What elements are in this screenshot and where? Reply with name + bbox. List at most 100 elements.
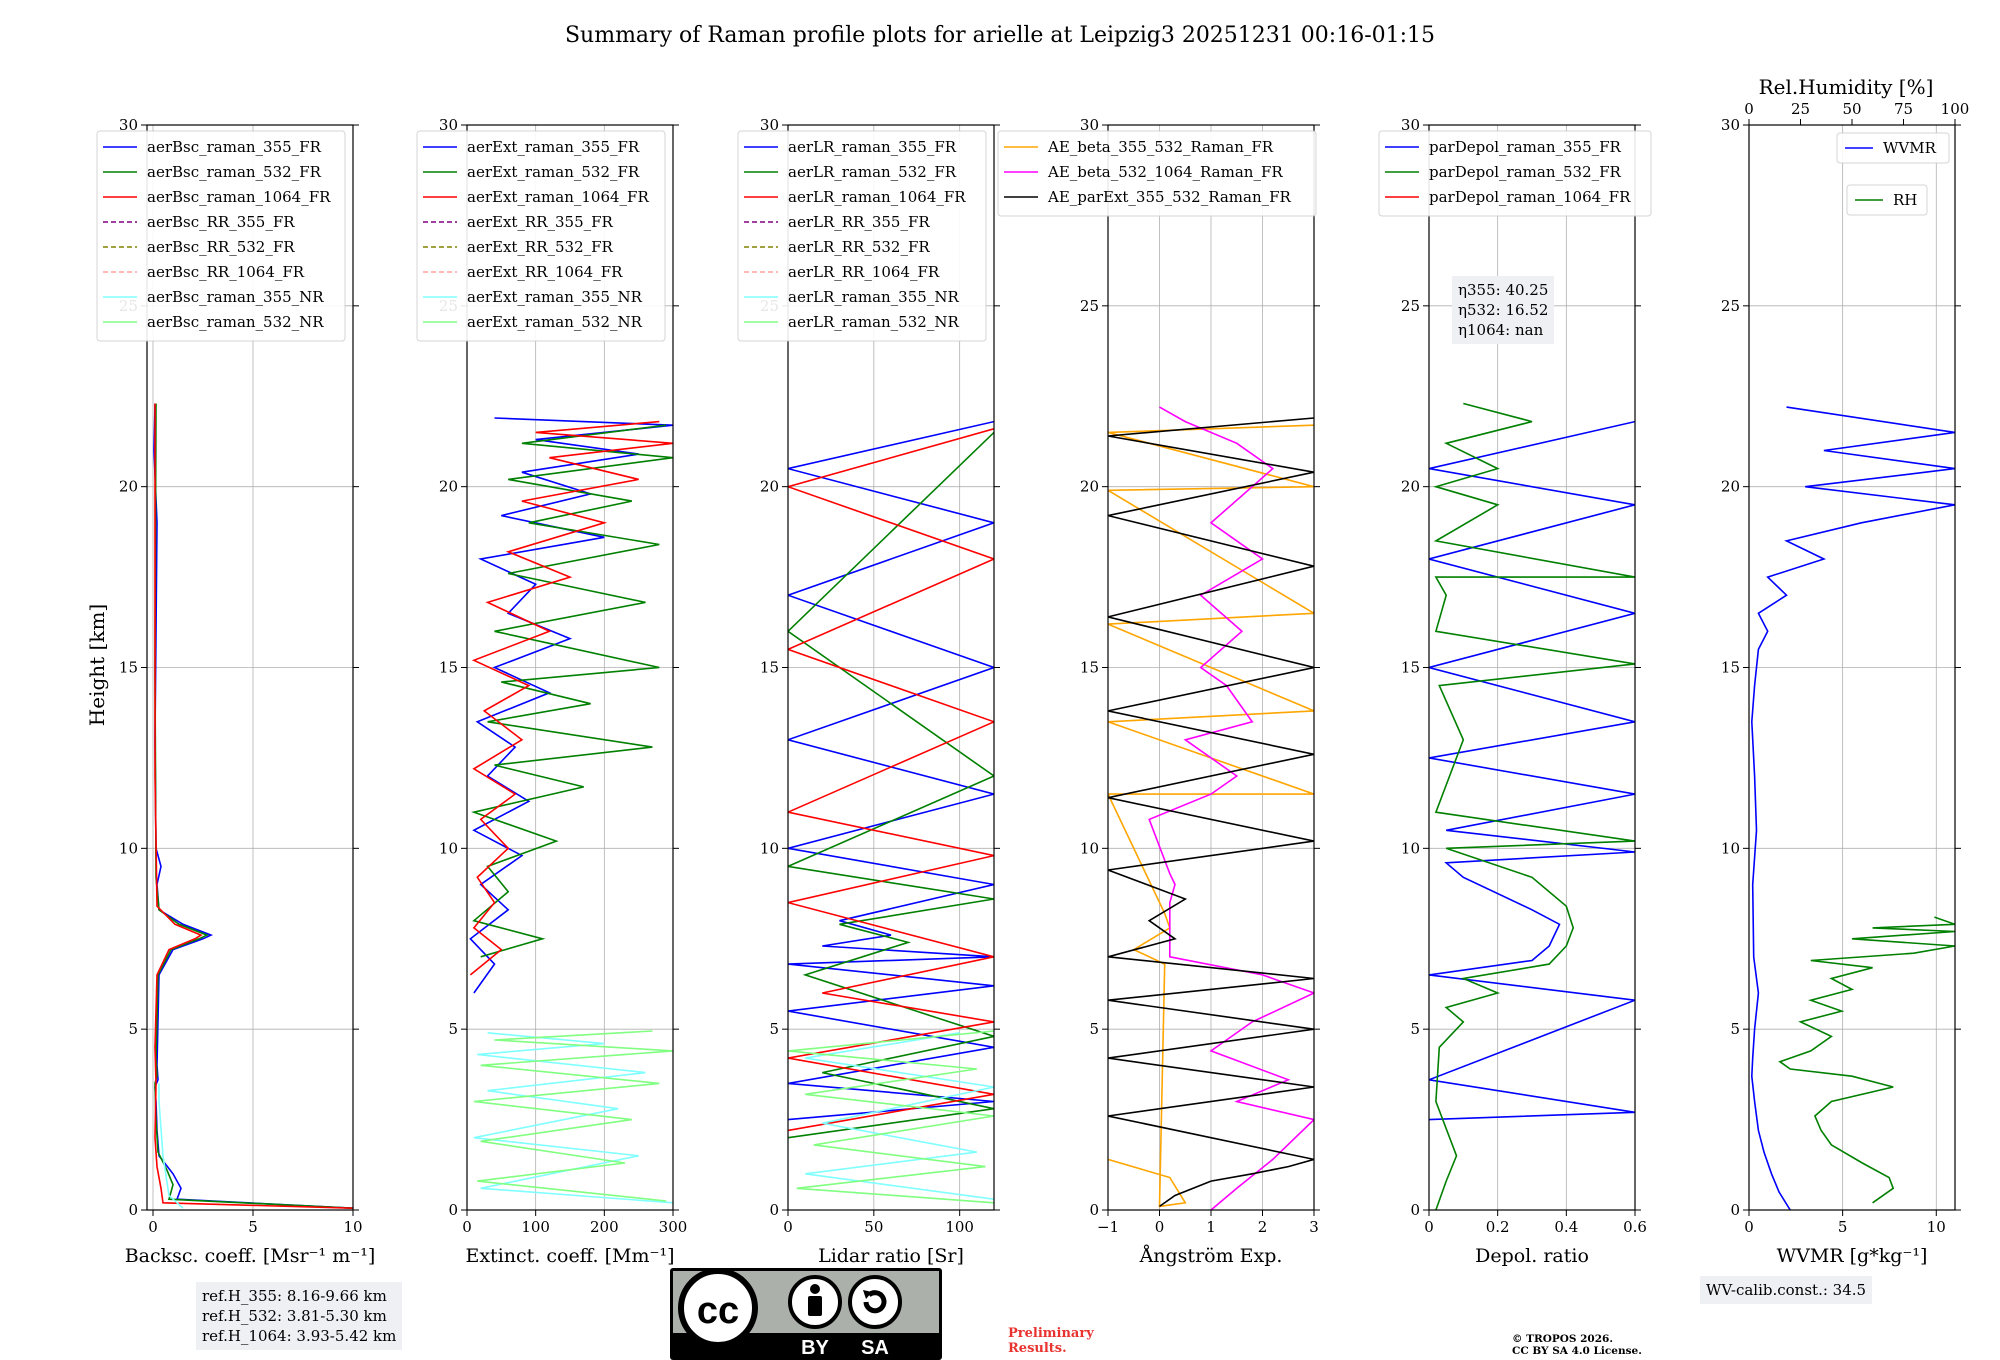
rh-tick-label: 50 [1842,100,1861,118]
x-tick-label: 5 [1838,1218,1848,1236]
ref-height-532: ref.H_532: 3.81-5.30 km [202,1307,387,1325]
legend-label: aerLR_raman_355_FR [788,138,957,156]
legend-label: aerBsc_RR_1064_FR [147,263,305,281]
legend-label: RH [1893,191,1917,209]
preliminary-note: Preliminary Results. [1008,1326,1094,1356]
ref-height-note: ref.H_355: 8.16-9.66 km ref.H_532: 3.81-… [196,1282,403,1350]
legend-label: aerLR_raman_532_FR [788,163,957,181]
y-tick-label: 15 [760,659,779,677]
ref-height-355: ref.H_355: 8.16-9.66 km [202,1287,387,1305]
legend-box [737,130,987,342]
preliminary-line-1: Preliminary [1008,1326,1094,1341]
x-tick-label: 3 [1309,1218,1319,1236]
legend-label: parDepol_raman_1064_FR [1429,188,1631,206]
x-tick-label: 10 [1927,1218,1946,1236]
legend-label: aerBsc_RR_532_FR [147,238,295,256]
y-tick-label: 30 [760,116,779,134]
copyright-note: © TROPOS 2026. CC BY SA 4.0 License. [1512,1333,1642,1357]
x-tick-label: 0 [148,1218,158,1236]
y-tick-label: 30 [1080,116,1099,134]
x-tick-label: 2 [1258,1218,1268,1236]
series-aerExt_raman_532_NR [473,1030,673,1202]
y-tick-label: 30 [439,116,458,134]
legend-label: aerLR_raman_355_NR [788,288,959,306]
series-aerBsc_raman_532_FR [154,403,353,1209]
cc-license-badge: cc BY SA [670,1268,942,1360]
x-tick-label: 5 [248,1218,258,1236]
y-tick-label: 0 [1089,1201,1099,1219]
figure-title: Summary of Raman profile plots for ariel… [565,23,1435,48]
series-WVMR [1750,406,1955,1210]
x-tick-label: 200 [590,1218,619,1236]
legend-label: aerLR_raman_1064_FR [788,188,966,206]
legend-label: AE_beta_532_1064_Raman_FR [1047,163,1283,181]
legend-label: aerBsc_raman_532_NR [147,313,324,331]
legend-box [1846,184,1928,216]
x-tick-label: 10 [343,1218,362,1236]
legend-label: aerExt_raman_1064_FR [467,188,649,206]
panel-lr: 050100051015202530Lidar ratio [Sr]aerLR_… [737,116,1000,1267]
legend-label: aerBsc_raman_532_FR [147,163,322,181]
x-tick-label: 100 [521,1218,550,1236]
legend-label: parDepol_raman_355_FR [1429,138,1622,156]
series-group [1429,402,1635,1210]
y-tick-label: 10 [439,839,458,857]
x-axis-label: WVMR [g*kg⁻¹] [1777,1245,1928,1267]
y-tick-label: 20 [119,478,138,496]
x-tick-label: 50 [864,1218,883,1236]
series-AE_parExt_355_532_Raman_FR [1108,417,1314,1208]
y-tick-label: 15 [1080,659,1099,677]
series-aerExt_raman_532_FR [471,424,673,958]
legend-label: aerExt_RR_1064_FR [467,263,623,281]
x-axis-label: Lidar ratio [Sr] [818,1245,964,1267]
cc-icon [678,1268,758,1348]
legend-label: aerBsc_raman_1064_FR [147,188,331,206]
rh-axis-label: Rel.Humidity [%] [1759,75,1934,99]
legend-label: parDepol_raman_532_FR [1429,163,1622,181]
y-tick-label: 5 [128,1020,138,1038]
series-aerLR_raman_355_FR [788,420,994,1121]
rh-tick-label: 25 [1791,100,1810,118]
series-group [1108,406,1314,1210]
legend-label: aerBsc_raman_355_NR [147,288,324,306]
sa-text: SA [861,1337,889,1359]
y-tick-label: 10 [760,839,779,857]
series-parDepol_raman_355_FR [1429,420,1635,1121]
legend-label: aerExt_RR_355_FR [467,213,614,231]
series-group [469,417,673,1204]
series-aerBsc_raman_355_FR [153,403,353,1209]
preliminary-line-2: Results. [1008,1341,1067,1356]
eta-note: η355: 40.25 η532: 16.52 η1064: nan [1452,276,1555,344]
legend-label: aerBsc_RR_355_FR [147,213,295,231]
series-AE_beta_532_1064_Raman_FR [1148,406,1314,1210]
y-tick-label: 0 [448,1201,458,1219]
y-tick-label: 30 [1401,116,1420,134]
x-tick-label: 0 [1155,1218,1165,1236]
x-tick-label: 0.2 [1486,1218,1510,1236]
y-tick-label: 20 [1401,478,1420,496]
wv-calib-note: WV-calib.const.: 34.5 [1700,1276,1873,1304]
y-tick-label: 20 [439,478,458,496]
y-tick-label: 0 [128,1201,138,1219]
legend-label: aerExt_raman_532_FR [467,163,640,181]
panel-dep: 0 0.2 0.4 0.6 0 5 10 15 20 25 30 Depol. ratio parDep… [1378,116,1652,1267]
y-tick-label: 20 [1080,478,1099,496]
y-tick-label: 15 [1721,659,1740,677]
x-tick-label: 0 [1744,1218,1754,1236]
x-axis-label: Ångström Exp. [1139,1245,1283,1267]
eta-532: η532: 16.52 [1458,301,1549,319]
series-group [788,420,994,1204]
x-tick-label: 100 [945,1218,974,1236]
legend-label: aerLR_RR_355_FR [788,213,930,231]
legend-label: aerLR_RR_532_FR [788,238,930,256]
y-tick-label: 5 [1410,1020,1420,1038]
y-tick-label: 0 [1410,1201,1420,1219]
y-tick-label: 5 [1089,1020,1099,1038]
legend-label: aerLR_raman_532_NR [788,313,959,331]
legend-label: aerExt_raman_355_FR [467,138,640,156]
legend-box [1836,132,1950,164]
legend-label: WVMR [1883,139,1937,157]
copyright-line-2: CC BY SA 4.0 License. [1512,1345,1642,1357]
